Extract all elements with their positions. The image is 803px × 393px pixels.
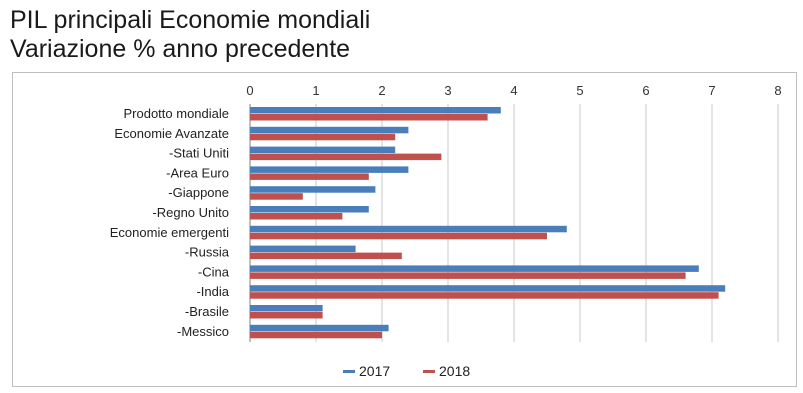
bar-2017 (250, 146, 396, 154)
legend-label: 2018 (439, 363, 470, 379)
bar-2018 (250, 272, 686, 279)
bar-2018 (250, 193, 303, 200)
category-label: -Area Euro (166, 165, 229, 180)
bar-2018 (250, 133, 396, 141)
bar-2017 (250, 305, 323, 312)
x-tick-label: 3 (444, 83, 451, 98)
bar-2017 (250, 186, 376, 193)
bar-2017 (250, 206, 369, 213)
category-label: -Regno Unito (152, 205, 229, 220)
chart-title-block: PIL principali Economie mondiali Variazi… (10, 6, 370, 64)
bar-2017 (250, 107, 501, 114)
category-label: -Brasile (185, 304, 229, 319)
bar-2018 (250, 213, 343, 220)
bar-2017 (250, 225, 567, 233)
bar-2018 (250, 114, 488, 121)
bar-2018 (250, 252, 402, 260)
category-label: -Russia (185, 245, 230, 260)
bar-2017 (250, 285, 726, 292)
chart-subtitle: Variazione % anno precedente (10, 35, 351, 63)
bar-2018 (250, 153, 442, 161)
x-tick-label: 0 (246, 83, 253, 98)
bar-2017 (250, 265, 699, 272)
x-tick-label: 4 (510, 83, 517, 98)
category-label: -Stati Uniti (169, 146, 229, 161)
bar-2018 (250, 331, 382, 339)
category-label: Economie Avanzate (114, 126, 229, 141)
category-label: -Cina (198, 264, 230, 279)
legend-swatch-2018 (423, 370, 435, 373)
bar-2018 (250, 173, 369, 180)
category-label: -Giappone (168, 185, 229, 200)
bar-2018 (250, 232, 547, 240)
bar-2017 (250, 126, 409, 134)
x-tick-label: 6 (642, 83, 649, 98)
category-label: Prodotto mondiale (123, 106, 229, 121)
category-label: -Messico (177, 324, 229, 339)
x-tick-label: 2 (378, 83, 385, 98)
bar-2017 (250, 324, 389, 332)
x-tick-label: 1 (312, 83, 319, 98)
legend-swatch-2017 (343, 370, 355, 373)
bar-2017 (250, 166, 409, 173)
chart-title: PIL principali Economie mondiali (10, 6, 371, 34)
bar-2018 (250, 292, 719, 299)
category-label: Economie emergenti (110, 225, 229, 240)
legend-label: 2017 (359, 363, 390, 379)
bar-2017 (250, 245, 356, 253)
x-tick-label: 8 (774, 83, 781, 98)
category-label: -India (196, 284, 229, 299)
x-tick-label: 7 (708, 83, 715, 98)
bar-2018 (250, 312, 323, 319)
x-tick-label: 5 (576, 83, 583, 98)
